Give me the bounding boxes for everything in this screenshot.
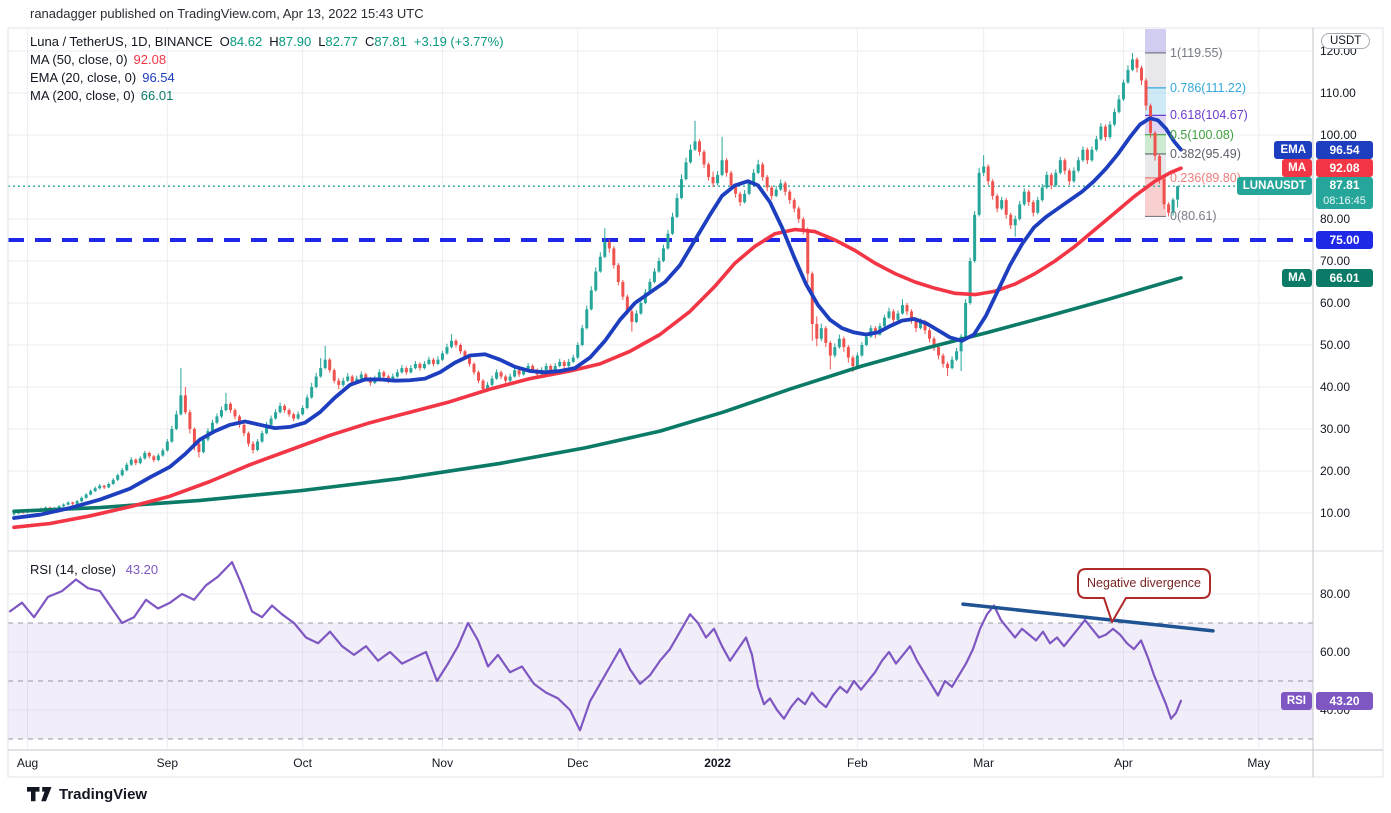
ma50-line — [12, 166, 1183, 530]
indicator-label: MA (200, close, 0) — [30, 88, 135, 103]
tradingview-wordmark: TradingView — [59, 786, 148, 803]
ohlc-key: H — [269, 34, 279, 49]
time-axis-label: Nov — [431, 756, 454, 770]
change-value: +3.19 (+3.77%) — [413, 34, 504, 49]
indicator-label: MA (50, close, 0) — [30, 52, 128, 67]
indicator-legend-row[interactable]: MA (50, close, 0) 92.08 — [30, 51, 504, 69]
axis-badge-tag: MA — [1282, 159, 1312, 178]
rsi-legend-label: RSI (14, close) — [30, 562, 116, 577]
ohlc-key: O — [219, 34, 230, 49]
time-axis-label: Dec — [567, 756, 589, 770]
divergence-trendline — [961, 602, 1215, 633]
ma200-line — [12, 275, 1183, 514]
price-axis-label: 110.00 — [1320, 86, 1356, 100]
time-axis-label: Feb — [847, 756, 868, 770]
indicator-value: 92.08 — [133, 52, 167, 67]
price-axis-label: 40.00 — [1320, 380, 1351, 394]
ohlc-key: C — [364, 34, 375, 49]
fib-zone — [1145, 177, 1166, 217]
ohlc-key: L — [318, 34, 326, 49]
fib-level-label: 1(119.55) — [1170, 45, 1223, 60]
indicator-legend-row[interactable]: MA (200, close, 0) 66.01 — [30, 87, 504, 105]
fib-zone — [1145, 29, 1166, 53]
axis-badge-value: 43.20 — [1316, 691, 1373, 710]
axis-badge-tag: LUNAUSDT — [1236, 177, 1312, 196]
fib-level-label: 0.786(111.22) — [1170, 80, 1246, 95]
time-axis-label: 2022 — [704, 756, 731, 770]
axis-badge-tag: RSI — [1280, 691, 1312, 710]
ema20-line — [12, 116, 1183, 520]
axis-badge-tag: EMA — [1274, 140, 1312, 159]
countdown-timer: 08:16:45 — [1323, 195, 1366, 208]
ohlc-value: 82.77 — [325, 34, 358, 49]
time-axis-label: Aug — [16, 756, 39, 770]
time-axis-label: May — [1247, 756, 1271, 770]
ohlc-value: 87.90 — [278, 34, 312, 49]
attribution-text: ranadagger published on TradingView.com,… — [30, 6, 424, 21]
fib-zone — [1145, 52, 1166, 88]
price-axis-label: 30.00 — [1320, 422, 1351, 436]
axis-badge-tag: MA — [1282, 268, 1312, 287]
fib-zone — [1145, 87, 1166, 116]
indicator-value: 96.54 — [142, 70, 175, 85]
fib-level-label: 0.382(95.49) — [1170, 146, 1241, 161]
price-axis-label: 60.00 — [1320, 296, 1351, 310]
indicator-legend-row[interactable]: EMA (20, close, 0) 96.54 — [30, 69, 504, 87]
chart-legend: Luna / TetherUS, 1D, BINANCE O84.62 H87.90… — [30, 33, 504, 105]
price-axis-label: 80.00 — [1320, 212, 1351, 226]
annotation-bubble — [1077, 568, 1211, 623]
axis-badge-value: 96.54 — [1316, 140, 1373, 159]
axis-badge-value: 92.08 — [1316, 159, 1373, 178]
symbol-legend-row[interactable]: Luna / TetherUS, 1D, BINANCE O84.62 H87.90… — [30, 33, 504, 51]
symbol-title: Luna / TetherUS, 1D, BINANCE — [30, 34, 213, 49]
fib-level-label: 0.618(104.67) — [1170, 108, 1248, 123]
time-axis-label: Sep — [156, 756, 179, 770]
fib-level-label: 0.5(100.08) — [1170, 127, 1234, 142]
rsi-line — [8, 560, 1183, 732]
negative-divergence-annotation[interactable]: Negative divergence — [1087, 576, 1201, 590]
axis-badge-value: 87.81 08:16:45 — [1316, 177, 1373, 210]
price-axis-label: 10.00 — [1320, 506, 1351, 520]
tradingview-logo-icon — [27, 787, 52, 802]
time-axis-label: Apr — [1114, 756, 1133, 770]
price-axis-label: 70.00 — [1320, 254, 1351, 268]
indicator-label: EMA (20, close, 0) — [30, 70, 137, 85]
price-axis-label: 50.00 — [1320, 338, 1351, 352]
indicator-value: 66.01 — [140, 88, 174, 103]
rsi-axis-label: 60.00 — [1320, 645, 1351, 659]
footer-brand[interactable]: TradingView — [27, 786, 147, 803]
axis-badge-value: 66.01 — [1316, 268, 1373, 287]
rsi-axis-label: 80.00 — [1320, 587, 1351, 601]
fib-level-label: 0(80.61) — [1170, 209, 1217, 224]
price-axis-label: 20.00 — [1320, 464, 1351, 478]
axis-badge-value: 75.00 — [1316, 231, 1373, 249]
time-axis-label: Mar — [973, 756, 994, 770]
currency-toggle-button[interactable]: USDT — [1321, 33, 1371, 49]
ohlc-value: 84.62 — [229, 34, 263, 49]
price-axis-label: 100.00 — [1320, 128, 1357, 142]
time-axis-label: Oct — [293, 756, 312, 770]
rsi-legend-row[interactable]: RSI (14, close) 43.20 — [30, 562, 158, 577]
fib-level-label: 0.236(89.80) — [1170, 170, 1241, 185]
ohlc-value: 87.81 — [374, 34, 407, 49]
rsi-legend-value: 43.20 — [125, 562, 159, 577]
